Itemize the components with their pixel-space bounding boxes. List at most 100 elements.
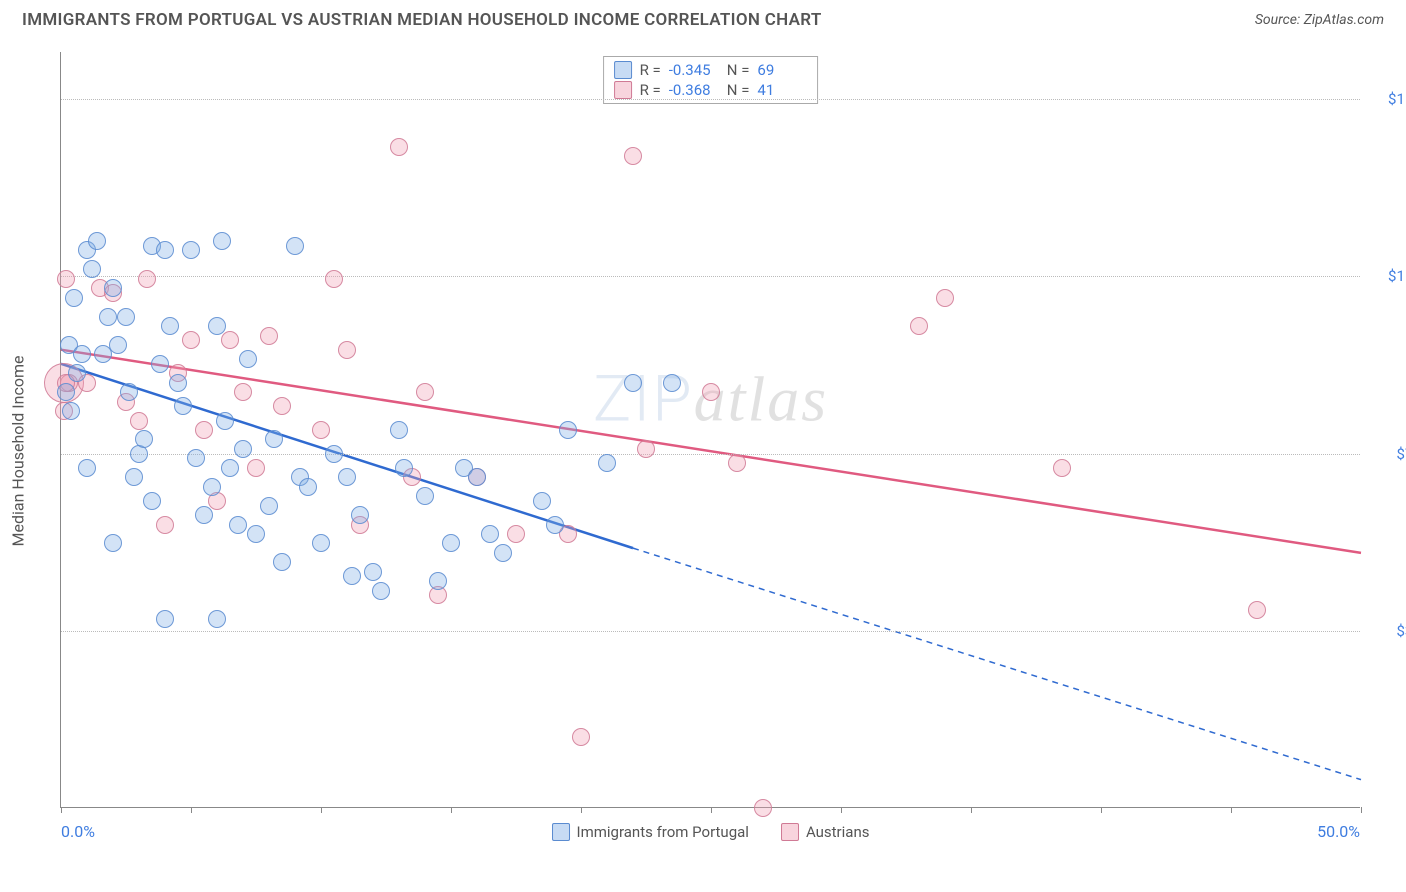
data-point xyxy=(624,374,642,392)
data-point xyxy=(239,350,257,368)
y-tick-label: $112,500 xyxy=(1370,267,1406,285)
legend-item-series2: Austrians xyxy=(781,823,870,841)
data-point xyxy=(195,506,213,524)
data-point xyxy=(221,331,239,349)
data-point xyxy=(117,308,135,326)
data-point xyxy=(247,459,265,477)
data-point xyxy=(234,383,252,401)
stat-r-value-1: -0.345 xyxy=(669,61,719,79)
data-point xyxy=(68,364,86,382)
data-point xyxy=(260,327,278,345)
data-point xyxy=(624,147,642,165)
x-tick-mark xyxy=(1231,807,1232,813)
data-point xyxy=(265,430,283,448)
data-point xyxy=(273,397,291,415)
stats-row-series1: R = -0.345 N = 69 xyxy=(614,60,808,80)
x-tick-mark xyxy=(1361,807,1362,813)
stat-n-label: N = xyxy=(727,61,750,79)
data-point xyxy=(312,421,330,439)
y-axis-label: Median Household Income xyxy=(9,356,28,547)
x-tick-mark xyxy=(1101,807,1102,813)
stat-n-value-2: 41 xyxy=(757,81,807,99)
x-tick-mark xyxy=(321,807,322,813)
trend-line xyxy=(61,350,1361,553)
data-point xyxy=(203,478,221,496)
chart-header: IMMIGRANTS FROM PORTUGAL VS AUSTRIAN MED… xyxy=(0,0,1406,36)
data-point xyxy=(247,525,265,543)
data-point xyxy=(395,459,413,477)
data-point xyxy=(208,317,226,335)
data-point xyxy=(364,563,382,581)
data-point xyxy=(494,544,512,562)
stats-row-series2: R = -0.368 N = 41 xyxy=(614,80,808,100)
legend-swatch-pink-icon xyxy=(781,823,799,841)
data-point xyxy=(120,383,138,401)
data-point xyxy=(208,610,226,628)
data-point xyxy=(325,445,343,463)
y-tick-label: $150,000 xyxy=(1370,90,1406,108)
legend-item-series1: Immigrants from Portugal xyxy=(552,823,749,841)
data-point xyxy=(156,516,174,534)
data-point xyxy=(195,421,213,439)
gridline xyxy=(61,454,1360,455)
stat-n-value-1: 69 xyxy=(757,61,807,79)
data-point xyxy=(130,412,148,430)
data-point xyxy=(260,497,278,515)
data-point xyxy=(416,383,434,401)
x-tick-mark xyxy=(581,807,582,813)
data-point xyxy=(702,383,720,401)
data-point xyxy=(390,138,408,156)
data-point xyxy=(143,492,161,510)
data-point xyxy=(286,237,304,255)
data-point xyxy=(351,506,369,524)
gridline xyxy=(61,276,1360,277)
x-axis-max-label: 50.0% xyxy=(1317,822,1360,841)
data-point xyxy=(83,260,101,278)
data-point xyxy=(1053,459,1071,477)
data-point xyxy=(533,492,551,510)
data-point xyxy=(754,799,772,817)
legend-label-2: Austrians xyxy=(806,823,870,841)
data-point xyxy=(416,487,434,505)
data-point xyxy=(57,270,75,288)
source-name: ZipAtlas.com xyxy=(1304,12,1384,28)
source-attribution: Source: ZipAtlas.com xyxy=(1255,12,1384,28)
x-tick-mark xyxy=(841,807,842,813)
data-point xyxy=(273,553,291,571)
gridline xyxy=(61,631,1360,632)
data-point xyxy=(1248,601,1266,619)
data-point xyxy=(151,355,169,373)
x-tick-mark xyxy=(971,807,972,813)
stat-n-label-2: N = xyxy=(727,81,750,99)
data-point xyxy=(99,308,117,326)
legend-bottom: Immigrants from Portugal Austrians xyxy=(552,823,870,841)
data-point xyxy=(182,241,200,259)
data-point xyxy=(187,449,205,467)
data-point xyxy=(169,374,187,392)
stat-r-label: R = xyxy=(640,61,661,79)
data-point xyxy=(213,232,231,250)
data-point xyxy=(88,232,106,250)
swatch-pink-icon xyxy=(614,81,632,99)
data-point xyxy=(338,341,356,359)
gridline xyxy=(61,99,1360,100)
data-point xyxy=(507,525,525,543)
legend-label-1: Immigrants from Portugal xyxy=(577,823,749,841)
legend-swatch-blue-icon xyxy=(552,823,570,841)
x-tick-mark xyxy=(191,807,192,813)
data-point xyxy=(559,421,577,439)
data-point xyxy=(910,317,928,335)
data-point xyxy=(663,374,681,392)
data-point xyxy=(299,478,317,496)
data-point xyxy=(138,270,156,288)
data-point xyxy=(429,572,447,590)
x-tick-mark xyxy=(61,807,62,813)
data-point xyxy=(182,331,200,349)
data-point xyxy=(174,397,192,415)
data-point xyxy=(325,270,343,288)
data-point xyxy=(234,440,252,458)
data-point xyxy=(73,345,91,363)
trend-line xyxy=(633,548,1361,780)
data-point xyxy=(125,468,143,486)
data-point xyxy=(104,534,122,552)
